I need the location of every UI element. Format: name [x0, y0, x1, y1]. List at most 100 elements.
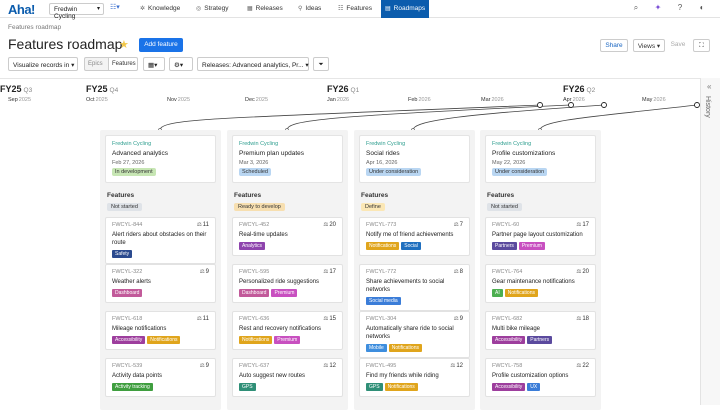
feature-id[interactable]: FWCYL-844 — [112, 222, 143, 228]
filter-icon[interactable]: ⏷ — [313, 57, 329, 71]
feature-id[interactable]: FWCYL-495 — [366, 363, 397, 369]
feature-id[interactable]: FWCYL-637 — [239, 363, 270, 369]
tag[interactable]: Notifications — [147, 336, 181, 344]
tag[interactable]: Activity tracking — [112, 383, 153, 391]
search-icon[interactable]: ⌕ — [633, 3, 639, 12]
feature-card[interactable]: FWCYL-452 ⚖20 Real-time updates Analytics — [232, 217, 343, 256]
feature-title[interactable]: Weather alerts — [112, 279, 151, 285]
feature-card[interactable]: FWCYL-539 ⚖9 Activity data points Activity … — [105, 358, 216, 397]
feature-card[interactable]: FWCYL-764 ⚖20 Gear maintenance notificatio… — [485, 264, 596, 303]
feature-title[interactable]: Share achievements to social networks — [366, 279, 445, 293]
feature-card[interactable]: FWCYL-637 ⚖12 Auto suggest new routes GPS — [232, 358, 343, 397]
feature-id[interactable]: FWCYL-682 — [492, 316, 523, 322]
feature-id[interactable]: FWCYL-618 — [112, 316, 143, 322]
feature-title[interactable]: Activity data points — [112, 373, 163, 379]
star-icon[interactable]: ★ — [119, 39, 129, 51]
feature-card[interactable]: FWCYL-773 ⚖7 Notify me of friend achieveme… — [359, 217, 470, 256]
gear-icon[interactable]: ⚙▾ — [169, 57, 193, 71]
feature-card[interactable]: FWCYL-322 ⚖9 Weather alerts Dashboard — [105, 264, 216, 303]
release-status-badge[interactable]: Scheduled — [239, 168, 271, 176]
feature-id[interactable]: FWCYL-322 — [112, 269, 143, 275]
release-card[interactable]: Fredwin Cycling Premium plan updates Mar 3… — [232, 135, 343, 183]
release-marker[interactable] — [601, 102, 607, 108]
feature-card[interactable]: FWCYL-844 ⚖11 Alert riders about obstacles… — [105, 217, 216, 264]
tag[interactable]: Premium — [518, 242, 545, 250]
add-feature-button[interactable]: Add feature — [139, 38, 183, 52]
tag[interactable]: Accessibility — [112, 336, 146, 344]
feature-id[interactable]: FWCYL-772 — [366, 269, 397, 275]
tag[interactable]: Mobile — [366, 344, 387, 352]
feature-title[interactable]: Automatically share ride to social netwo… — [366, 326, 454, 340]
tag[interactable]: Analytics — [239, 242, 266, 250]
history-panel[interactable]: « History — [700, 78, 720, 405]
workspace-selector[interactable]: Fredwin Cycling ▾ — [49, 3, 104, 20]
help-icon[interactable]: ? — [677, 3, 683, 12]
release-name[interactable]: Social rides — [366, 150, 400, 157]
tag[interactable]: Notifications — [239, 336, 273, 344]
release-marker[interactable] — [537, 102, 543, 108]
feature-id[interactable]: FWCYL-595 — [239, 269, 270, 275]
feature-title[interactable]: Personalized ride suggestions — [239, 279, 320, 285]
feature-title[interactable]: Profile customization options — [492, 373, 569, 379]
feature-id[interactable]: FWCYL-304 — [366, 316, 397, 322]
feature-title[interactable]: Gear maintenance notifications — [492, 279, 575, 285]
feature-id[interactable]: FWCYL-764 — [492, 269, 523, 275]
tag[interactable]: Partners — [527, 336, 553, 344]
feature-card[interactable]: FWCYL-595 ⚖17 Personalized ride suggestion… — [232, 264, 343, 303]
feature-card[interactable]: FWCYL-636 ⚖15 Rest and recovery notificati… — [232, 311, 343, 350]
release-name[interactable]: Premium plan updates — [239, 150, 305, 157]
feature-title[interactable]: Alert riders about obstacles on their ro… — [112, 232, 207, 246]
tag[interactable]: Partners — [492, 242, 517, 250]
tag[interactable]: Accessibility — [492, 336, 526, 344]
tag[interactable]: Social media — [366, 297, 401, 305]
feature-card[interactable]: FWCYL-682 ⚖18 Multi bike mileage Accessibil… — [485, 311, 596, 350]
chevron-left-icon[interactable]: « — [707, 82, 712, 91]
tag[interactable]: GPS — [366, 383, 383, 391]
share-button[interactable]: Share — [600, 39, 628, 52]
tag[interactable]: AI — [492, 289, 503, 297]
release-status-badge[interactable]: Under consideration — [366, 168, 422, 176]
tag[interactable]: GPS — [239, 383, 256, 391]
feature-title[interactable]: Multi bike mileage — [492, 326, 541, 332]
release-card[interactable]: Fredwin Cycling Advanced analytics Feb 27,… — [105, 135, 216, 183]
tag[interactable]: Social — [401, 242, 421, 250]
release-marker[interactable] — [694, 102, 700, 108]
feature-card[interactable]: FWCYL-772 ⚖8 Share achievements to social … — [359, 264, 470, 311]
feature-id[interactable]: FWCYL-452 — [239, 222, 270, 228]
segment-epics[interactable]: Epics — [84, 57, 108, 71]
feature-title[interactable]: Auto suggest new routes — [239, 373, 306, 379]
release-name[interactable]: Profile customizations — [492, 150, 556, 157]
tag[interactable]: Premium — [274, 336, 301, 344]
feature-title[interactable]: Notify me of friend achievements — [366, 232, 454, 238]
nav-roadmaps[interactable]: ▤ Roadmaps — [381, 0, 430, 18]
tag[interactable]: Notifications — [384, 383, 418, 391]
fullscreen-icon[interactable]: ⛶ — [693, 39, 710, 52]
releases-filter[interactable]: Releases: Advanced analytics, Pr... ▾ — [197, 57, 309, 71]
release-marker[interactable] — [568, 102, 574, 108]
feature-card[interactable]: FWCYL-618 ⚖11 Mileage notifications Accessi… — [105, 311, 216, 350]
feature-id[interactable]: FWCYL-60 — [492, 222, 520, 228]
tag[interactable]: UX — [527, 383, 541, 391]
release-card[interactable]: Fredwin Cycling Social rides Apr 16, 2026 U… — [359, 135, 470, 183]
tag[interactable]: Accessibility — [492, 383, 526, 391]
feature-id[interactable]: FWCYL-773 — [366, 222, 397, 228]
tag[interactable]: Dashboard — [239, 289, 270, 297]
feature-id[interactable]: FWCYL-539 — [112, 363, 143, 369]
feature-id[interactable]: FWCYL-758 — [492, 363, 523, 369]
feature-title[interactable]: Real-time updates — [239, 232, 288, 238]
feature-card[interactable]: FWCYL-60 ⚖17 Partner page layout customiza… — [485, 217, 596, 256]
tag[interactable]: Notifications — [388, 344, 422, 352]
ai-sparkle-icon[interactable]: ✦ — [654, 3, 662, 12]
feature-card[interactable]: FWCYL-495 ⚖12 Find my friends while riding… — [359, 358, 470, 397]
breadcrumb[interactable]: Features roadmap — [8, 24, 62, 31]
feature-title[interactable]: Mileage notifications — [112, 326, 167, 332]
tag[interactable]: Safety — [112, 250, 133, 258]
release-card[interactable]: Fredwin Cycling Profile customizations May… — [485, 135, 596, 183]
segment-features[interactable]: Features — [108, 57, 138, 71]
tag[interactable]: Notifications — [504, 289, 538, 297]
feature-title[interactable]: Partner page layout customization — [492, 232, 583, 238]
user-menu-icon[interactable]: ◐ — [699, 3, 705, 12]
aha-logo[interactable]: Aha! — [8, 2, 35, 17]
card-layout-icon[interactable]: ▦▾ — [143, 57, 165, 71]
nav-releases[interactable]: ▦ Releases — [243, 0, 287, 18]
